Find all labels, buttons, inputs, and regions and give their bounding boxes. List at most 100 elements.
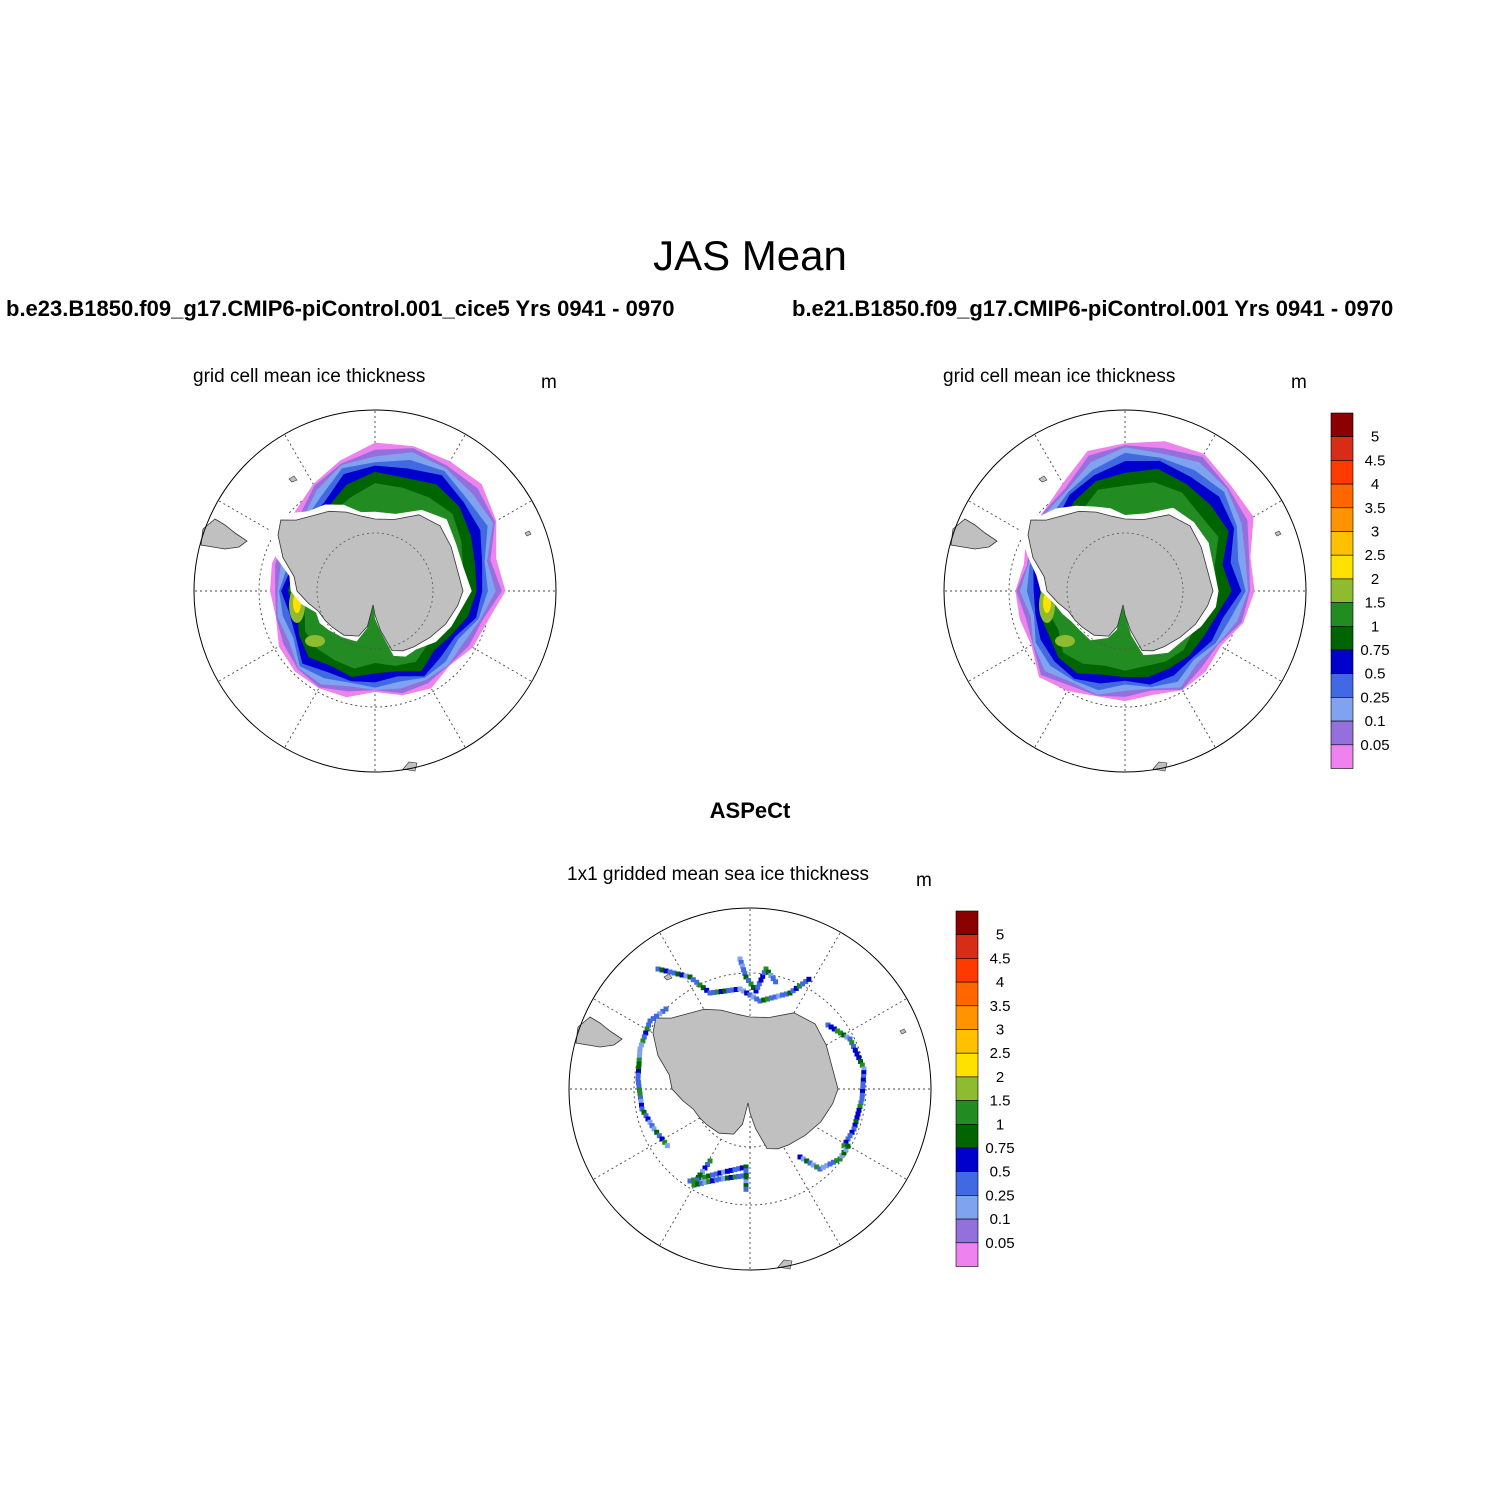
- colorbar-tick-label: 5: [996, 927, 1004, 944]
- colorbar-box: [1330, 460, 1354, 485]
- colorbar-tick-label: 2: [996, 1069, 1004, 1086]
- case-title-right: b.e21.B1850.f09_g17.CMIP6-piControl.001 …: [792, 296, 1394, 321]
- ship-obs-cell: [753, 988, 759, 994]
- ship-obs-cell: [636, 1069, 641, 1074]
- ship-obs-cell: [857, 1104, 863, 1109]
- ship-obs-cell: [715, 989, 720, 995]
- ship-obs-cell: [659, 1136, 665, 1142]
- latitude-circle: [633, 972, 867, 1206]
- map-obs: [568, 907, 932, 1271]
- ship-obs-cell: [732, 1174, 738, 1180]
- ship-obs-cell: [643, 1113, 649, 1119]
- ship-obs-cell: [776, 993, 782, 999]
- ship-obs-cell: [858, 1059, 863, 1064]
- island: [524, 530, 532, 537]
- ship-obs-cell: [635, 1072, 641, 1078]
- ship-obs-cell: [695, 1181, 701, 1187]
- ship-obs-cell: [653, 1013, 659, 1019]
- ship-obs-cell: [706, 1179, 712, 1185]
- colorbar-obs: 5 4.5 4 3.5 3 2.5 2 1.5 1 0.75 0.5 0.25 0.1 0.05: [955, 910, 1015, 1267]
- ship-obs-cell: [756, 981, 762, 987]
- colorbar-box: [955, 1076, 979, 1101]
- ship-obs-cell: [773, 979, 779, 985]
- ship-obs-cell: [860, 1081, 866, 1087]
- ship-obs-cell: [765, 996, 770, 1002]
- ship-obs-cell: [739, 1165, 745, 1171]
- ship-obs-cell: [855, 1111, 861, 1117]
- meridian-line: [778, 1138, 841, 1247]
- ship-obs-cell: [742, 970, 748, 976]
- thick-ice-patch: [305, 635, 325, 647]
- ship-obs-cell: [737, 956, 743, 962]
- ship-obs-cell: [757, 998, 763, 1004]
- antarctica-land: [652, 1008, 839, 1150]
- ship-obs-cell: [728, 1175, 734, 1180]
- island: [402, 761, 418, 772]
- ship-obs-cell: [645, 1116, 651, 1122]
- antarctica-land: [277, 510, 464, 652]
- ship-obs-cell: [700, 985, 706, 991]
- colorbar-tick-label: 0.05: [985, 1235, 1014, 1252]
- colorbar-box: [955, 1100, 979, 1125]
- colorbar-box: [1330, 554, 1354, 580]
- ship-obs-cell: [861, 1066, 867, 1072]
- ship-obs-cell: [656, 1133, 662, 1139]
- ship-obs-cell: [847, 1036, 853, 1042]
- ship-obs-cell: [697, 982, 703, 988]
- ship-obs-cell: [838, 1030, 844, 1036]
- colorbar-tick-label: 0.1: [990, 1211, 1011, 1228]
- colorbar-box: [1330, 578, 1354, 603]
- colorbar-box: [955, 1147, 979, 1173]
- ship-obs-cell: [831, 1026, 837, 1032]
- ship-obs-cell: [837, 1156, 843, 1162]
- ship-obs-cell: [711, 990, 717, 995]
- ship-obs-cell: [772, 994, 778, 1000]
- ship-obs-cell: [713, 1171, 719, 1177]
- ship-obs-cell: [743, 1164, 749, 1170]
- colorbar-box: [1330, 412, 1354, 438]
- ship-obs-cell: [828, 1024, 834, 1030]
- colorbar-right: 5 4.5 4 3.5 3 2.5 2 1.5 1 0.75 0.5 0.25 0.1 0.05: [1330, 412, 1390, 769]
- ship-obs-cell: [741, 967, 747, 973]
- meridian-line: [592, 1117, 701, 1180]
- ship-obs-cell: [637, 1091, 643, 1097]
- ship-obs-cell: [761, 970, 767, 976]
- map-border: [943, 409, 1307, 773]
- ship-obs-cell: [722, 988, 728, 994]
- ship-obs-cell: [743, 1186, 749, 1192]
- colorbar-box: [1330, 507, 1354, 532]
- ship-obs-cell: [851, 1126, 857, 1132]
- ship-obs-cell: [721, 1176, 727, 1181]
- colorbar-box: [1330, 483, 1354, 509]
- ship-obs-cell: [704, 987, 710, 993]
- ship-obs-cell: [793, 985, 799, 991]
- ship-obs-cell: [662, 1139, 668, 1145]
- ship-obs-cell: [636, 1057, 642, 1063]
- ship-obs-cell: [640, 1038, 646, 1044]
- colorbar-tick-label: 4.5: [990, 950, 1011, 967]
- island: [1038, 475, 1048, 483]
- ship-obs-cell: [841, 1150, 847, 1156]
- ship-obs-cell: [717, 1170, 723, 1176]
- meridian-line: [659, 1138, 722, 1247]
- ship-obs-cell: [647, 1119, 653, 1125]
- ship-obs-cell: [639, 1102, 644, 1108]
- colorbar-box: [955, 1195, 979, 1220]
- ship-obs-cell: [806, 976, 812, 982]
- ship-obs-cell: [845, 1136, 851, 1142]
- ship-obs-cell: [851, 1044, 856, 1049]
- antarctica-land: [1027, 510, 1214, 652]
- colorbar-box: [955, 1218, 979, 1244]
- ship-obs-cell: [667, 969, 673, 975]
- colorbar-tick-label: 2.5: [1365, 547, 1386, 564]
- ship-obs-cell: [738, 960, 744, 966]
- ship-obs-cell: [804, 1158, 810, 1164]
- ship-obs-cell: [861, 1070, 867, 1076]
- ship-obs-cell: [758, 977, 764, 983]
- ship-obs-cell: [817, 1166, 823, 1172]
- ship-obs-cell: [852, 1122, 858, 1128]
- colorbar-tick-label: 2: [1371, 571, 1379, 588]
- ship-obs-cell: [760, 973, 766, 979]
- ship-obs-cell: [743, 1179, 749, 1185]
- ship-obs-cell: [814, 1164, 820, 1170]
